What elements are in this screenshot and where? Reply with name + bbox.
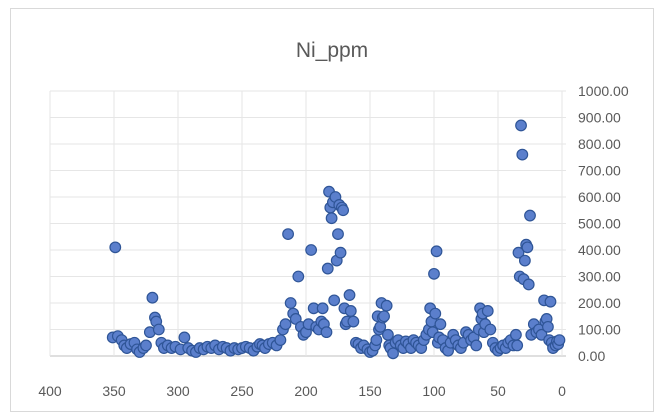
y-tick-label: 800.00	[578, 136, 621, 152]
data-point	[428, 267, 440, 280]
data-point	[434, 318, 447, 331]
data-point	[553, 334, 566, 347]
chart-title: Ni_ppm	[295, 39, 369, 62]
data-point	[430, 245, 443, 258]
x-tick-label: 100	[422, 383, 446, 399]
data-point	[544, 295, 557, 308]
y-tick-label: 0.00	[578, 348, 605, 364]
data-point	[512, 246, 525, 259]
x-tick-label: 200	[294, 383, 318, 399]
data-point	[380, 299, 393, 312]
y-tick-label: 500.00	[578, 216, 621, 232]
data-point	[140, 339, 152, 352]
data-point	[515, 119, 527, 132]
data-point	[282, 228, 294, 241]
y-tick-label: 100.00	[578, 322, 621, 338]
data-point	[279, 318, 292, 331]
data-point	[481, 305, 494, 317]
y-tick-label: 1000.00	[578, 83, 629, 99]
data-point	[332, 228, 344, 241]
data-point	[337, 204, 350, 217]
data-point	[316, 302, 329, 315]
x-tick-label: 0	[558, 383, 566, 399]
data-point	[284, 297, 297, 309]
data-point	[343, 289, 356, 301]
y-tick-label: 200.00	[578, 295, 621, 311]
data-point	[542, 320, 554, 333]
data-point	[511, 339, 524, 352]
data-point	[516, 148, 529, 161]
data-point	[429, 307, 442, 320]
data-point	[320, 326, 333, 339]
data-point	[378, 310, 390, 323]
data-point	[524, 209, 536, 222]
data-point	[292, 270, 305, 283]
y-tick-label: 300.00	[578, 269, 621, 285]
data-point	[178, 331, 191, 344]
data-point	[109, 241, 122, 254]
data-point	[334, 246, 347, 259]
data-point	[274, 334, 287, 347]
data-point	[344, 305, 357, 317]
y-tick-label: 900.00	[578, 110, 621, 126]
data-point	[321, 262, 334, 275]
data-point	[510, 328, 522, 341]
data-point	[347, 315, 360, 328]
x-tick-label: 400	[38, 383, 62, 399]
data-point	[152, 323, 165, 336]
data-point	[325, 212, 338, 225]
x-tick-label: 300	[166, 383, 190, 399]
data-point	[470, 339, 483, 352]
data-point	[484, 323, 497, 336]
x-tick-label: 50	[490, 383, 506, 399]
x-tick-label: 250	[230, 383, 254, 399]
y-tick-label: 600.00	[578, 189, 621, 205]
data-point	[521, 241, 534, 254]
data-point	[328, 294, 341, 307]
x-tick-label: 350	[102, 383, 126, 399]
data-point	[522, 278, 535, 291]
data-point	[518, 254, 531, 267]
data-point	[146, 291, 159, 304]
x-tick-label: 150	[358, 383, 382, 399]
y-tick-label: 400.00	[578, 242, 621, 258]
y-tick-label: 700.00	[578, 163, 621, 179]
data-point	[370, 334, 383, 347]
data-point	[305, 244, 318, 256]
